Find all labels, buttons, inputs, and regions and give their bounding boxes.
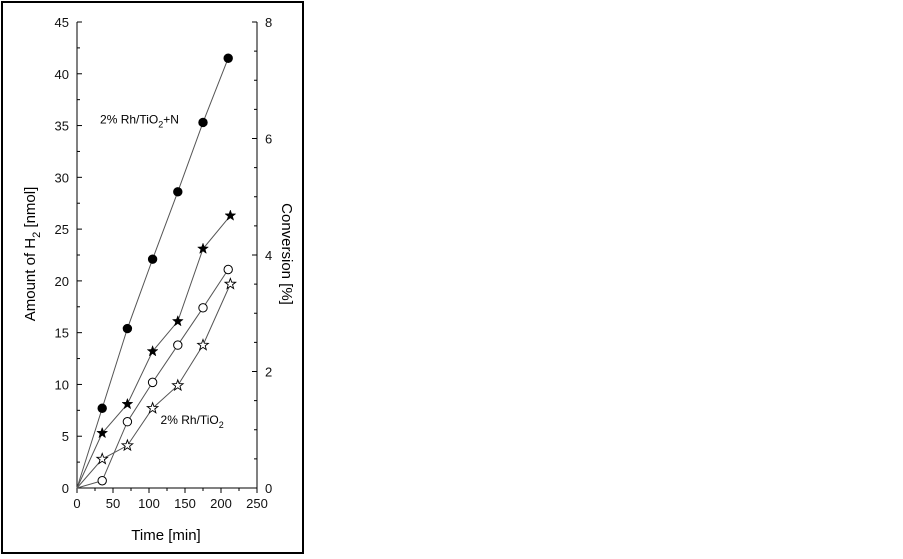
- annotation-rh-tio2-n-main: 2% Rh/TiO: [100, 112, 158, 126]
- data-point: [96, 426, 109, 439]
- data-point: [95, 452, 109, 465]
- y-left-tick-label: 45: [55, 15, 69, 30]
- y-left-tick-label: 0: [62, 481, 69, 496]
- data-point: [147, 377, 158, 388]
- y-axis-left-title-main: Amount of H: [22, 238, 39, 321]
- annotation-rh-tio2-subscript: 2: [219, 420, 224, 430]
- data-point: [223, 264, 233, 275]
- data-point: [122, 323, 133, 334]
- series-b: [76, 209, 237, 489]
- data-point: [146, 344, 159, 357]
- data-point: [173, 340, 183, 350]
- data-point: [146, 401, 160, 414]
- data-point: [97, 403, 107, 413]
- data-point: [196, 242, 210, 254]
- data-point: [223, 277, 237, 290]
- data-point: [97, 476, 107, 486]
- y-left-tick-label: 5: [62, 429, 69, 444]
- data-point: [147, 254, 158, 264]
- x-tick-label: 200: [210, 496, 232, 511]
- annotation-rh-tio2-n-suffix: +N: [163, 112, 179, 126]
- data-point: [224, 209, 237, 221]
- series-c: [76, 264, 233, 489]
- series-a: [76, 53, 233, 489]
- series-layer: [76, 53, 237, 489]
- y-right-tick-label: 4: [265, 248, 272, 263]
- data-point: [198, 117, 208, 128]
- data-point: [122, 417, 133, 427]
- figure-frame: [1, 1, 304, 554]
- labels: Time [min] Amount of H2 [nmol] Conversio…: [22, 112, 295, 544]
- data-point: [121, 397, 134, 410]
- y-axis-right-title: Conversion [%]: [278, 203, 295, 305]
- y-axis-left-title-subscript: 2: [31, 232, 43, 238]
- y-left-tick-label: 20: [55, 274, 69, 289]
- data-point: [171, 378, 185, 392]
- data-point: [196, 338, 210, 351]
- y-left-tick-label: 10: [55, 377, 69, 392]
- x-axis-title: Time [min]: [131, 527, 200, 544]
- x-tick-label: 0: [73, 496, 80, 511]
- data-point: [120, 438, 134, 452]
- y-right-tick-label: 0: [265, 481, 272, 496]
- data-point: [223, 53, 233, 63]
- x-tick-label: 50: [106, 496, 120, 511]
- y-left-tick-label: 30: [55, 170, 69, 185]
- annotation-rh-tio2-n: 2% Rh/TiO2+N: [100, 112, 179, 129]
- y-right-tick-label: 8: [265, 15, 272, 30]
- x-tick-label: 150: [174, 496, 196, 511]
- y-left-tick-label: 35: [55, 119, 69, 134]
- y-left-tick-label: 15: [55, 326, 69, 341]
- y-axis-left-title-suffix: [nmol]: [22, 187, 39, 232]
- annotation-rh-tio2-main: 2% Rh/TiO: [161, 413, 219, 427]
- data-point: [173, 187, 183, 197]
- y-left-tick-label: 25: [55, 222, 69, 237]
- series-d: [76, 277, 237, 489]
- annotation-rh-tio2: 2% Rh/TiO2: [161, 413, 224, 430]
- y-right-tick-label: 2: [265, 365, 272, 380]
- x-tick-label: 100: [138, 496, 160, 511]
- y-left-tick-label: 40: [55, 67, 69, 82]
- x-tick-label: 250: [246, 496, 268, 511]
- y-right-tick-label: 6: [265, 132, 272, 147]
- annotation-rh-tio2-n-subscript: 2: [158, 119, 163, 129]
- data-point: [198, 303, 208, 313]
- y-axis-left-title: Amount of H2 [nmol]: [22, 187, 43, 322]
- data-point: [171, 314, 184, 327]
